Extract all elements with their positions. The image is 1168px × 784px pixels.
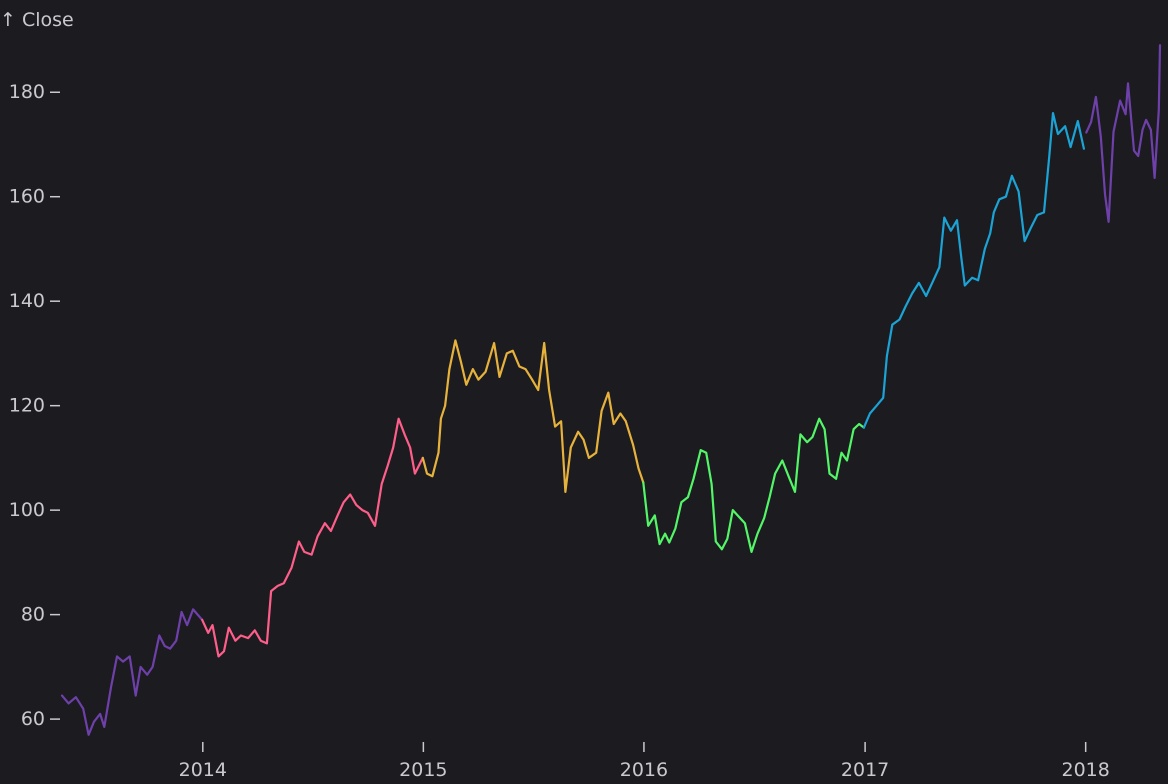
x-tick-label: 2017 [841,759,889,781]
y-tick-label: 100 [9,499,45,521]
x-axis: 2014 2015 2016 2017 2018 [179,742,1110,781]
x-tick-label: 2014 [179,759,227,781]
x-tick-label: 2018 [1061,759,1109,781]
y-axis: 60 80 100 120 140 160 180 [9,81,60,730]
y-tick-label: 180 [9,81,45,103]
y-tick-label: 160 [9,186,45,208]
series-line-1 [60,608,204,736]
series-line-4 [642,417,865,553]
y-tick-label: 120 [9,395,45,417]
y-tick-label: 140 [9,290,45,312]
x-tick-label: 2015 [399,759,447,781]
x-tick-label: 2016 [620,759,668,781]
series-line-5 [862,112,1085,429]
y-tick-label: 80 [21,604,45,626]
series-group [60,44,1162,736]
series-line-6 [1085,44,1162,223]
y-tick-label: 60 [21,708,45,730]
series-line-2 [201,417,424,658]
y-axis-title: ↑ Close [0,9,74,31]
series-line-3 [421,339,645,493]
